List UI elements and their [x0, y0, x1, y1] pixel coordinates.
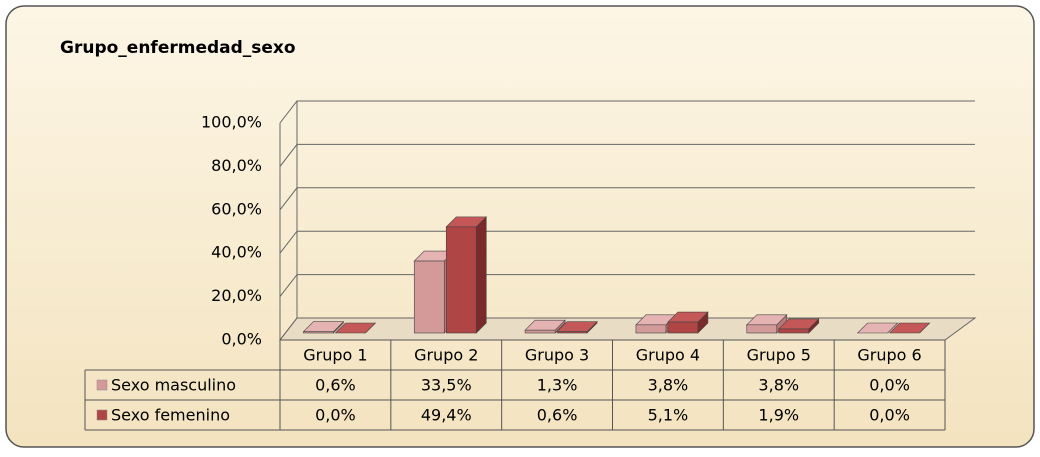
- y-tick-label: 20,0%: [211, 286, 262, 305]
- table-value: 3,8%: [758, 376, 799, 395]
- table-value: 0,0%: [869, 376, 910, 395]
- bar: [667, 321, 699, 334]
- grid-line: [279, 100, 975, 124]
- table-value: 0,6%: [537, 406, 578, 425]
- grid-line: [279, 187, 975, 211]
- bar-top: [856, 322, 899, 334]
- x-tick-label: Grupo 1: [303, 346, 367, 365]
- y-tick-label: 100,0%: [201, 113, 262, 132]
- legend-label: Sexo masculino: [111, 376, 236, 395]
- legend-key: [96, 379, 108, 391]
- bar: [778, 328, 810, 334]
- bar: [556, 331, 588, 334]
- grid-line: [279, 274, 975, 297]
- table-value: 0,0%: [315, 406, 356, 425]
- bar: [303, 331, 334, 334]
- x-tick-label: Grupo 2: [414, 346, 478, 365]
- table-value: 33,5%: [421, 376, 472, 395]
- bar: [524, 329, 556, 334]
- bar: [413, 260, 445, 334]
- y-tick-label: 0,0%: [221, 330, 262, 349]
- x-tick-label: Grupo 4: [636, 346, 700, 365]
- bar-top: [888, 322, 931, 334]
- bar: [445, 226, 477, 334]
- bar: [746, 324, 778, 334]
- table-value: 49,4%: [421, 406, 472, 425]
- x-tick-label: Grupo 3: [525, 346, 589, 365]
- chart-title: Grupo_enfermedad_sexo: [60, 38, 296, 58]
- table-value: 1,9%: [758, 406, 799, 425]
- bar-side: [475, 216, 487, 334]
- y-tick-label: 80,0%: [211, 156, 262, 175]
- bar-top: [334, 322, 377, 334]
- grid-line: [279, 317, 975, 341]
- table-value: 1,3%: [537, 376, 578, 395]
- legend-key: [96, 409, 108, 421]
- grid-line: [279, 230, 975, 254]
- bar: [635, 324, 667, 334]
- x-tick-label: Grupo 5: [747, 346, 811, 365]
- x-tick-label: Grupo 6: [857, 346, 921, 365]
- table-value: 0,0%: [869, 406, 910, 425]
- legend-label: Sexo femenino: [111, 406, 230, 425]
- table-value: 5,1%: [648, 406, 689, 425]
- table-value: 0,6%: [315, 376, 356, 395]
- y-tick-label: 60,0%: [211, 199, 262, 218]
- table-value: 3,8%: [648, 376, 689, 395]
- y-tick-label: 40,0%: [211, 243, 262, 262]
- grid-line: [279, 143, 975, 167]
